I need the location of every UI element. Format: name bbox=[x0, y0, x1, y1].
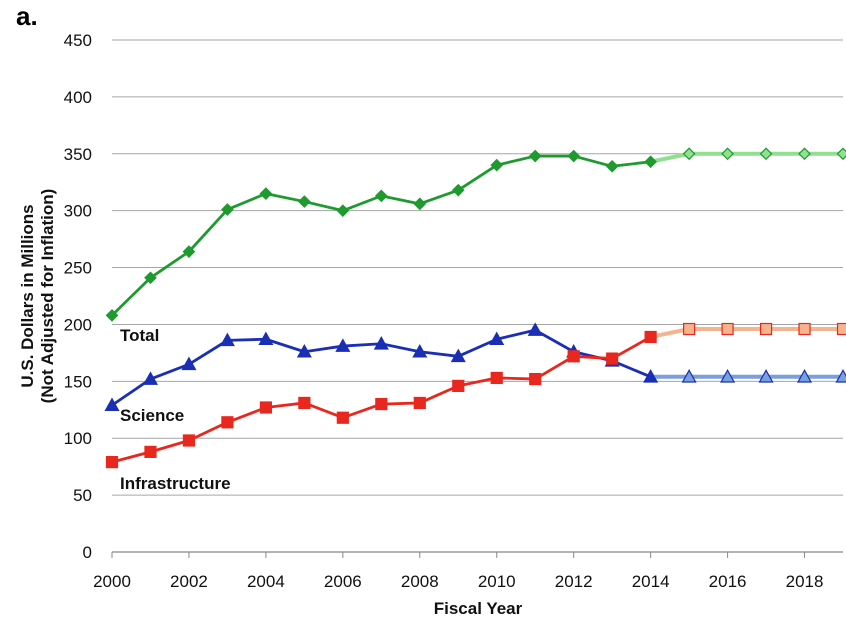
data-point bbox=[144, 271, 157, 285]
y-axis-ticks: 0 50 100 150 200 250 300 350 400 450 bbox=[64, 31, 92, 562]
data-point bbox=[412, 344, 428, 358]
data-point bbox=[643, 369, 659, 383]
data-point bbox=[219, 332, 235, 347]
data-point bbox=[259, 187, 273, 200]
projected-data-point bbox=[683, 322, 696, 336]
x-tick-label: 2000 bbox=[93, 572, 131, 591]
data-point bbox=[605, 159, 619, 173]
series-label-total: Total bbox=[120, 326, 159, 345]
data-point bbox=[104, 397, 120, 412]
data-point bbox=[221, 203, 234, 216]
data-point bbox=[259, 401, 272, 414]
data-point bbox=[181, 356, 197, 371]
projected-data-point bbox=[798, 147, 811, 161]
data-point bbox=[298, 195, 311, 208]
series-actual-line bbox=[111, 154, 651, 317]
data-point bbox=[567, 149, 581, 163]
data-point bbox=[373, 336, 389, 350]
series-projected-line bbox=[650, 151, 843, 164]
data-point bbox=[567, 350, 580, 363]
series-layer bbox=[104, 147, 846, 469]
x-tick-label: 2008 bbox=[401, 572, 439, 591]
x-tick-label: 2010 bbox=[478, 572, 516, 591]
data-point bbox=[528, 149, 542, 163]
data-point bbox=[182, 245, 196, 258]
projected-data-point bbox=[681, 369, 697, 383]
data-point bbox=[336, 411, 349, 424]
series-science bbox=[104, 322, 846, 412]
y-tick-label: 100 bbox=[64, 429, 92, 448]
y-tick-label: 150 bbox=[64, 372, 92, 391]
data-point bbox=[490, 371, 503, 385]
projected-data-point bbox=[759, 147, 773, 161]
y-tick-label: 0 bbox=[83, 543, 92, 562]
data-point bbox=[258, 331, 274, 346]
data-point bbox=[105, 456, 119, 469]
panel-label: a. bbox=[16, 1, 38, 31]
x-tick-label: 2014 bbox=[632, 572, 670, 591]
data-point bbox=[644, 330, 657, 344]
projected-data-point bbox=[798, 322, 811, 336]
data-point bbox=[451, 183, 465, 197]
projected-data-point bbox=[682, 147, 696, 161]
y-tick-label: 450 bbox=[64, 31, 92, 50]
data-point bbox=[105, 308, 119, 322]
data-point bbox=[527, 322, 543, 336]
projected-data-point bbox=[721, 147, 734, 161]
data-point bbox=[374, 189, 388, 203]
projected-data-point bbox=[797, 369, 813, 383]
y-tick-label: 50 bbox=[73, 486, 92, 505]
y-tick-label: 200 bbox=[64, 315, 92, 334]
x-tick-label: 2004 bbox=[247, 572, 285, 591]
x-tick-label: 2002 bbox=[170, 572, 208, 591]
x-tick-label: 2016 bbox=[709, 572, 747, 591]
projected-data-point bbox=[720, 369, 736, 383]
projected-data-point bbox=[836, 147, 846, 161]
y-tick-label: 300 bbox=[64, 202, 92, 221]
x-tick-label: 2018 bbox=[786, 572, 824, 591]
data-point bbox=[298, 396, 311, 410]
x-axis-title: Fiscal Year bbox=[434, 599, 523, 618]
y-axis-title-line2: (Not Adjusted for Inflation) bbox=[38, 189, 57, 404]
y-tick-label: 400 bbox=[64, 88, 92, 107]
series-projected-line bbox=[650, 326, 843, 339]
gridlines bbox=[112, 39, 843, 496]
series-infrastructure bbox=[105, 322, 846, 469]
series-label-science: Science bbox=[120, 406, 184, 425]
data-point bbox=[490, 158, 504, 172]
projected-data-point bbox=[759, 322, 773, 336]
projected-data-point bbox=[836, 322, 846, 336]
data-point bbox=[489, 331, 505, 346]
data-point bbox=[606, 352, 619, 365]
data-point bbox=[182, 434, 196, 447]
y-tick-label: 350 bbox=[64, 145, 92, 164]
y-axis-title: U.S. Dollars in Millions (Not Adjusted f… bbox=[18, 189, 57, 404]
y-axis-title-line1: U.S. Dollars in Millions bbox=[18, 204, 37, 387]
projected-data-point bbox=[835, 369, 846, 383]
data-point bbox=[221, 416, 234, 429]
data-point bbox=[144, 445, 157, 458]
series-label-infrastructure: Infrastructure bbox=[120, 474, 231, 493]
projected-data-point bbox=[721, 322, 734, 336]
data-point bbox=[296, 344, 312, 358]
data-point bbox=[413, 396, 426, 410]
y-tick-label: 250 bbox=[64, 259, 92, 278]
data-point bbox=[336, 204, 350, 218]
x-tick-label: 2006 bbox=[324, 572, 362, 591]
data-point bbox=[644, 155, 657, 169]
data-point bbox=[335, 338, 351, 352]
x-axis-ticks: 2000 2002 2004 2006 2008 2010 2012 2014 2016 2018 bbox=[93, 552, 823, 591]
data-point bbox=[375, 397, 388, 411]
x-tick-label: 2012 bbox=[555, 572, 593, 591]
data-point bbox=[452, 379, 465, 392]
series-total bbox=[105, 147, 846, 322]
data-point bbox=[529, 372, 542, 386]
projected-data-point bbox=[758, 369, 774, 383]
data-point bbox=[142, 371, 158, 385]
data-point bbox=[413, 197, 427, 211]
data-point bbox=[450, 348, 466, 363]
